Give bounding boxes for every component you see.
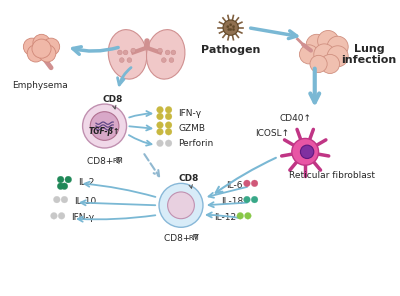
Circle shape — [300, 145, 314, 159]
Circle shape — [251, 180, 258, 187]
Text: Emphysema: Emphysema — [12, 81, 68, 90]
Circle shape — [27, 45, 44, 62]
Circle shape — [237, 213, 244, 219]
Circle shape — [292, 139, 318, 165]
Text: Reticular fibroblast: Reticular fibroblast — [289, 171, 375, 180]
Circle shape — [165, 122, 172, 128]
Circle shape — [57, 183, 64, 189]
Circle shape — [157, 140, 163, 147]
Text: IFN-γ: IFN-γ — [71, 213, 94, 222]
Text: CD8+ T: CD8+ T — [164, 234, 198, 243]
Circle shape — [61, 196, 68, 203]
Text: Pathogen: Pathogen — [201, 45, 260, 55]
Circle shape — [39, 45, 56, 62]
Text: IL-18: IL-18 — [221, 197, 243, 206]
Text: IL-12: IL-12 — [214, 213, 236, 222]
Circle shape — [165, 50, 170, 55]
Circle shape — [159, 183, 203, 227]
Circle shape — [306, 34, 327, 55]
Circle shape — [165, 128, 172, 135]
Circle shape — [23, 38, 40, 55]
Text: CD8: CD8 — [102, 95, 122, 104]
Circle shape — [230, 23, 232, 26]
Circle shape — [314, 44, 335, 65]
Circle shape — [157, 128, 163, 135]
Text: GZMB: GZMB — [178, 124, 205, 133]
Circle shape — [58, 213, 65, 219]
Text: IL-2: IL-2 — [78, 178, 94, 187]
Circle shape — [131, 48, 136, 53]
Circle shape — [244, 213, 251, 219]
Circle shape — [327, 46, 348, 67]
Circle shape — [157, 122, 163, 128]
Circle shape — [223, 20, 238, 35]
Ellipse shape — [108, 30, 147, 79]
Circle shape — [158, 48, 162, 53]
Circle shape — [90, 112, 119, 140]
Circle shape — [42, 38, 60, 55]
Circle shape — [157, 113, 163, 120]
Circle shape — [230, 28, 232, 31]
Text: Perforin: Perforin — [178, 139, 213, 148]
Ellipse shape — [146, 30, 185, 79]
Circle shape — [32, 39, 51, 58]
Circle shape — [65, 176, 72, 183]
Circle shape — [244, 180, 250, 187]
Text: TGF-β↑: TGF-β↑ — [89, 127, 120, 136]
Circle shape — [318, 30, 339, 52]
Circle shape — [119, 58, 124, 62]
Circle shape — [226, 25, 229, 28]
Circle shape — [228, 28, 230, 31]
Text: ICOSL↑: ICOSL↑ — [255, 129, 289, 139]
Text: IFN-γ: IFN-γ — [178, 109, 201, 118]
Text: CD40↑: CD40↑ — [280, 114, 312, 123]
Circle shape — [162, 58, 166, 62]
Circle shape — [123, 50, 128, 55]
Text: IL-10: IL-10 — [74, 197, 96, 206]
Text: CD8: CD8 — [178, 174, 199, 183]
Text: Lung
infection: Lung infection — [342, 44, 397, 65]
Circle shape — [232, 28, 235, 31]
Circle shape — [33, 34, 50, 52]
Circle shape — [320, 54, 340, 73]
Circle shape — [327, 36, 348, 57]
Circle shape — [244, 196, 250, 203]
Circle shape — [165, 107, 172, 113]
Circle shape — [310, 55, 327, 73]
Text: CD8+ T: CD8+ T — [87, 157, 122, 165]
Circle shape — [168, 192, 194, 219]
Circle shape — [165, 140, 172, 147]
Text: IL-6: IL-6 — [226, 181, 243, 190]
Circle shape — [232, 25, 235, 28]
Circle shape — [57, 176, 64, 183]
Circle shape — [118, 50, 122, 55]
Circle shape — [61, 183, 68, 189]
Text: RM: RM — [112, 157, 123, 164]
Circle shape — [165, 113, 172, 120]
Circle shape — [157, 107, 163, 113]
Text: RM: RM — [189, 235, 199, 241]
Circle shape — [50, 213, 57, 219]
Circle shape — [127, 58, 132, 62]
Circle shape — [169, 58, 174, 62]
Circle shape — [171, 50, 176, 55]
Circle shape — [300, 45, 318, 64]
Circle shape — [251, 196, 258, 203]
Circle shape — [82, 104, 126, 148]
Circle shape — [54, 196, 60, 203]
